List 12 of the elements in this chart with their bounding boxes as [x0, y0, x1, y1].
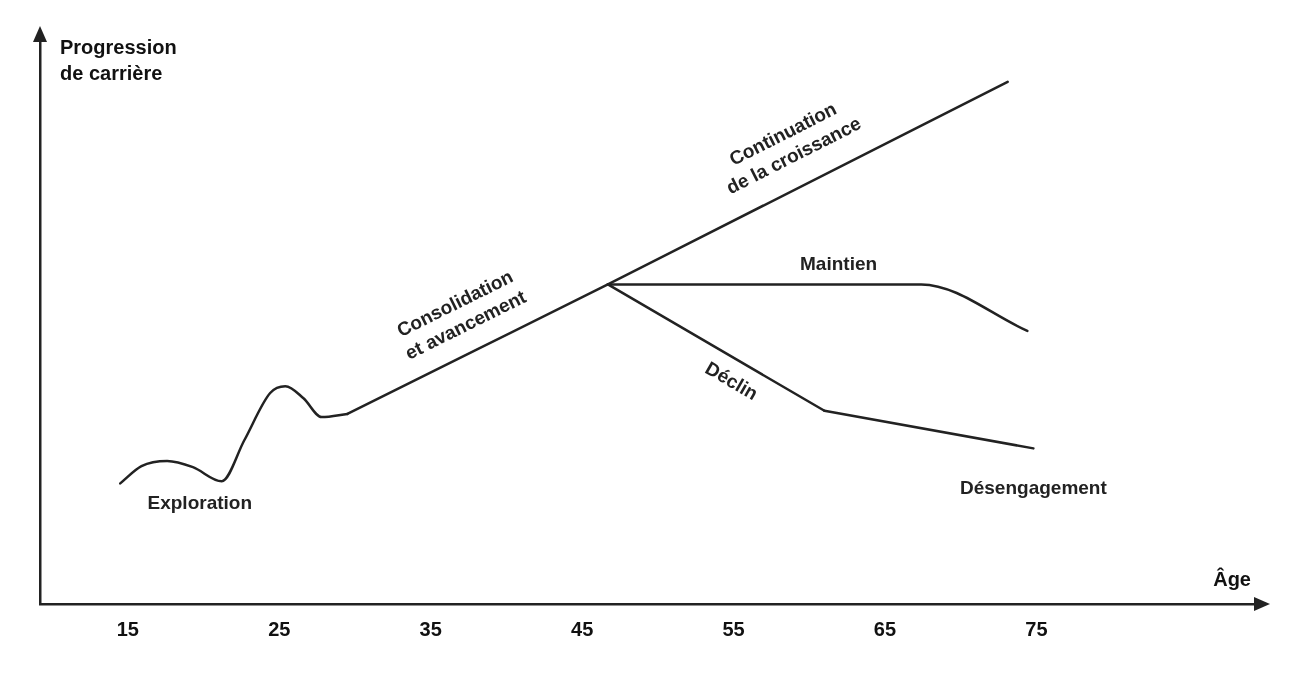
x-tick-label: 35: [419, 617, 442, 640]
x-tick-label: 45: [571, 617, 594, 640]
x-tick-label: 65: [873, 617, 897, 640]
x-tick-label: 75: [1025, 617, 1048, 640]
x-tick-label: 15: [116, 617, 139, 640]
series-label: Exploration: [147, 492, 253, 514]
x-tick-label: 55: [722, 617, 745, 640]
y-axis-title: Progression de carrière: [60, 35, 177, 84]
x-axis-title: Âge: [1213, 566, 1251, 590]
series-label: Maintien: [800, 253, 878, 275]
text: Désengagement: [960, 476, 1108, 498]
x-tick-label: 25: [268, 617, 291, 640]
